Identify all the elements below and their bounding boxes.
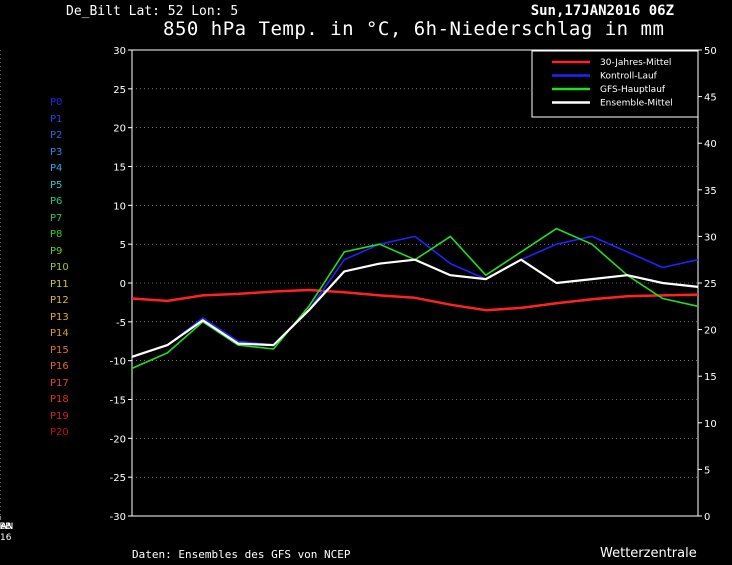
y-left-tick-label: 10 — [113, 201, 126, 212]
y-right-tick-label: 30 — [704, 232, 717, 243]
legend-box — [531, 50, 699, 118]
legend-label-mean: Ensemble-Mittel — [600, 99, 673, 109]
y-right-tick-label: 40 — [704, 139, 717, 150]
station-info: De_Bilt Lat: 52 Lon: 5 — [66, 4, 239, 19]
y-right-tick-label: 45 — [704, 93, 717, 104]
y-left-tick-label: -10 — [110, 357, 126, 368]
x-tick-label: 23JAN — [0, 522, 13, 532]
y-left-tick-label: -5 — [116, 318, 126, 329]
y-right-tick-label: 25 — [704, 279, 717, 290]
x-year-label: 2016 — [0, 533, 12, 543]
legend-label-control: Kontroll-Lauf — [600, 72, 658, 82]
y-right-tick-label: 5 — [704, 465, 710, 476]
member-label-p1: P1 — [50, 113, 63, 125]
y-left-tick-label: -20 — [110, 434, 126, 445]
member-label-p4: P4 — [50, 163, 63, 174]
x-tick-label: 19JAN — [0, 522, 13, 532]
series-line-control — [131, 235, 699, 358]
member-label-p13: P13 — [50, 311, 69, 323]
series-line-mean — [131, 258, 699, 358]
y-left-tick-label: 15 — [113, 163, 126, 174]
member-label-p14: P14 — [50, 328, 69, 339]
legend-label-climate: 30-Jahres-Mittel — [600, 58, 671, 68]
x-tick-label: 27JAN — [0, 522, 13, 532]
y-left-tick-label: 5 — [120, 240, 126, 251]
member-label-p6: P6 — [50, 196, 63, 207]
y-right-tick-label: 10 — [704, 419, 717, 430]
member-label-p16: P16 — [50, 361, 69, 372]
x-tick-label: 1FEB — [0, 522, 11, 532]
y-left-tick-label: 25 — [113, 85, 126, 96]
member-label-p8: P8 — [50, 229, 63, 240]
member-label-p18: P18 — [50, 394, 69, 405]
y-left-tick-label: -30 — [110, 512, 126, 523]
data-source: Daten: Ensembles des GFS von NCEP — [132, 548, 351, 561]
member-label-p0: P0 — [50, 97, 63, 108]
member-label-p9: P9 — [50, 245, 63, 257]
x-tick-label: 29JAN — [0, 522, 13, 532]
y-right-tick-label: 35 — [704, 186, 717, 197]
series-line-climate — [131, 288, 699, 312]
y-right-tick-label: 0 — [704, 512, 710, 523]
member-label-p11: P11 — [50, 278, 69, 290]
member-label-p15: P15 — [50, 344, 69, 356]
y-left-tick-label: -25 — [110, 473, 126, 484]
y-left-tick-label: 20 — [113, 124, 126, 135]
member-label-p12: P12 — [50, 295, 69, 306]
ensemble-member-list: P0 P1 P2 P3 P4 P5 P6 P7 P8 P9 P10 P11 P12 P13 P14 P15 P1… — [50, 95, 90, 442]
y-right-tick-label: 15 — [704, 372, 717, 383]
y-left-tick-label: -15 — [110, 396, 126, 407]
member-label-p3: P3 — [50, 146, 63, 158]
member-label-p7: P7 — [50, 212, 63, 224]
member-label-p17: P17 — [50, 377, 69, 389]
x-tick-label: 25JAN — [0, 522, 13, 532]
y-left-tick-label: 30 — [113, 46, 126, 57]
run-datetime: Sun,17JAN2016 06Z — [530, 3, 674, 19]
legend-label-gfs: GFS-Hauptlauf — [600, 85, 666, 95]
member-label-p5: P5 — [50, 179, 63, 191]
member-label-p10: P10 — [50, 262, 69, 273]
y-right-tick-label: 20 — [704, 326, 717, 337]
x-tick-label: 21JAN — [0, 522, 13, 532]
member-label-p19: P19 — [50, 410, 69, 422]
member-label-p20: P20 — [50, 427, 69, 438]
member-label-p2: P2 — [50, 130, 63, 141]
y-right-tick-label: 50 — [704, 46, 717, 57]
chart-title: 850 hPa Temp. in °C, 6h-Niederschlag in … — [163, 18, 665, 40]
brand-name: Wetterzentrale — [600, 546, 697, 561]
y-left-tick-label: 0 — [120, 279, 126, 290]
